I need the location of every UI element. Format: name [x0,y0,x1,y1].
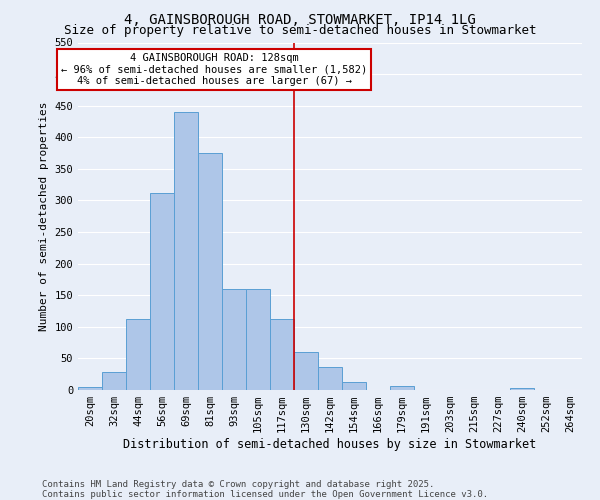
Text: 4 GAINSBOROUGH ROAD: 128sqm
← 96% of semi-detached houses are smaller (1,582)
4%: 4 GAINSBOROUGH ROAD: 128sqm ← 96% of sem… [61,53,367,86]
Text: Size of property relative to semi-detached houses in Stowmarket: Size of property relative to semi-detach… [64,24,536,37]
Bar [78,388,102,390]
Bar [270,319,294,390]
Y-axis label: Number of semi-detached properties: Number of semi-detached properties [39,102,49,331]
Bar [342,382,366,390]
Bar [294,352,318,390]
Bar [390,386,414,390]
Bar [150,193,174,390]
Bar [102,372,126,390]
Bar [510,388,534,390]
Bar [126,318,150,390]
Bar [174,112,198,390]
X-axis label: Distribution of semi-detached houses by size in Stowmarket: Distribution of semi-detached houses by … [124,438,536,451]
Text: 4, GAINSBOROUGH ROAD, STOWMARKET, IP14 1LG: 4, GAINSBOROUGH ROAD, STOWMARKET, IP14 1… [124,12,476,26]
Bar [222,289,246,390]
Bar [246,289,270,390]
Bar [318,366,342,390]
Bar [198,153,222,390]
Text: Contains HM Land Registry data © Crown copyright and database right 2025.
Contai: Contains HM Land Registry data © Crown c… [42,480,488,499]
